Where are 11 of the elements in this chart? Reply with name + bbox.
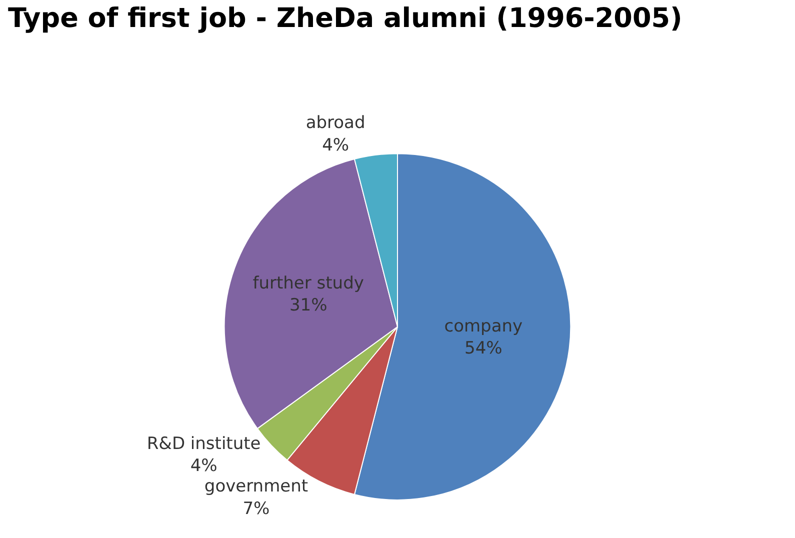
slice-label: company <box>444 316 523 337</box>
data-label: 4% <box>190 456 218 476</box>
data-label: 31% <box>289 296 328 316</box>
slice-label: R&D institute <box>146 434 261 454</box>
chart-title: Type of first job - ZheDa alumni (1996-2005) <box>8 2 682 34</box>
data-label: 4% <box>322 135 350 156</box>
slice-label: government <box>204 476 308 497</box>
slice-label: further study <box>252 274 364 294</box>
data-label: 7% <box>242 498 270 519</box>
slice-label: abroad <box>306 113 366 134</box>
data-label: 54% <box>464 338 502 359</box>
